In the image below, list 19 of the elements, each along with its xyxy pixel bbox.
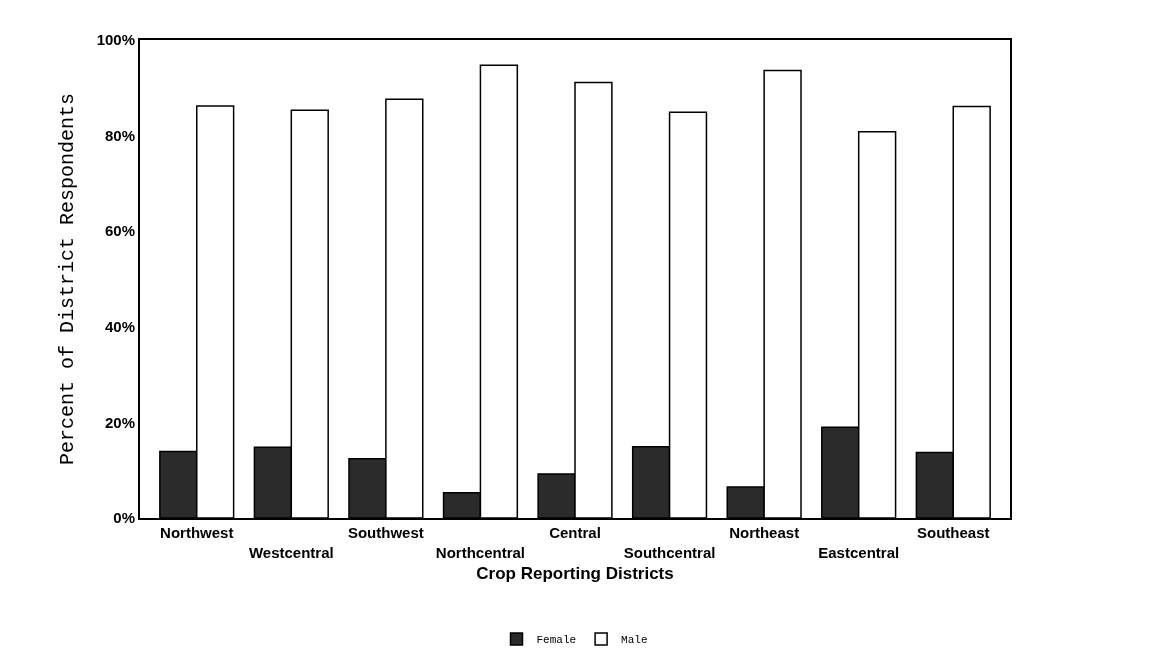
x-tick-label: Southwest: [347, 524, 424, 541]
x-tick-label: Westcentral: [248, 543, 334, 561]
y-tick-label: 40%: [104, 318, 135, 336]
y-tick-label: 0%: [113, 509, 135, 527]
x-tick-label: Eastcentral: [818, 543, 900, 561]
y-tick-label: 100%: [96, 31, 135, 49]
x-axis-title: Crop Reporting Districts: [476, 564, 674, 584]
x-tick-label: Southeast: [917, 524, 990, 541]
x-tick-label: Northcentral: [435, 543, 526, 561]
x-tick-label: Southcentral: [623, 543, 716, 561]
x-tick-label: Central: [549, 524, 601, 541]
legend-label: Male: [621, 634, 648, 647]
y-tick-label: 60%: [104, 222, 135, 240]
y-tick-label: 20%: [104, 413, 135, 431]
y-axis-title: Percent of District Respondents: [55, 92, 79, 466]
legend-label: Female: [536, 634, 577, 647]
x-tick-label: Northwest: [160, 524, 234, 541]
y-tick-label: 80%: [104, 126, 135, 144]
x-tick-label: Northeast: [729, 524, 800, 541]
